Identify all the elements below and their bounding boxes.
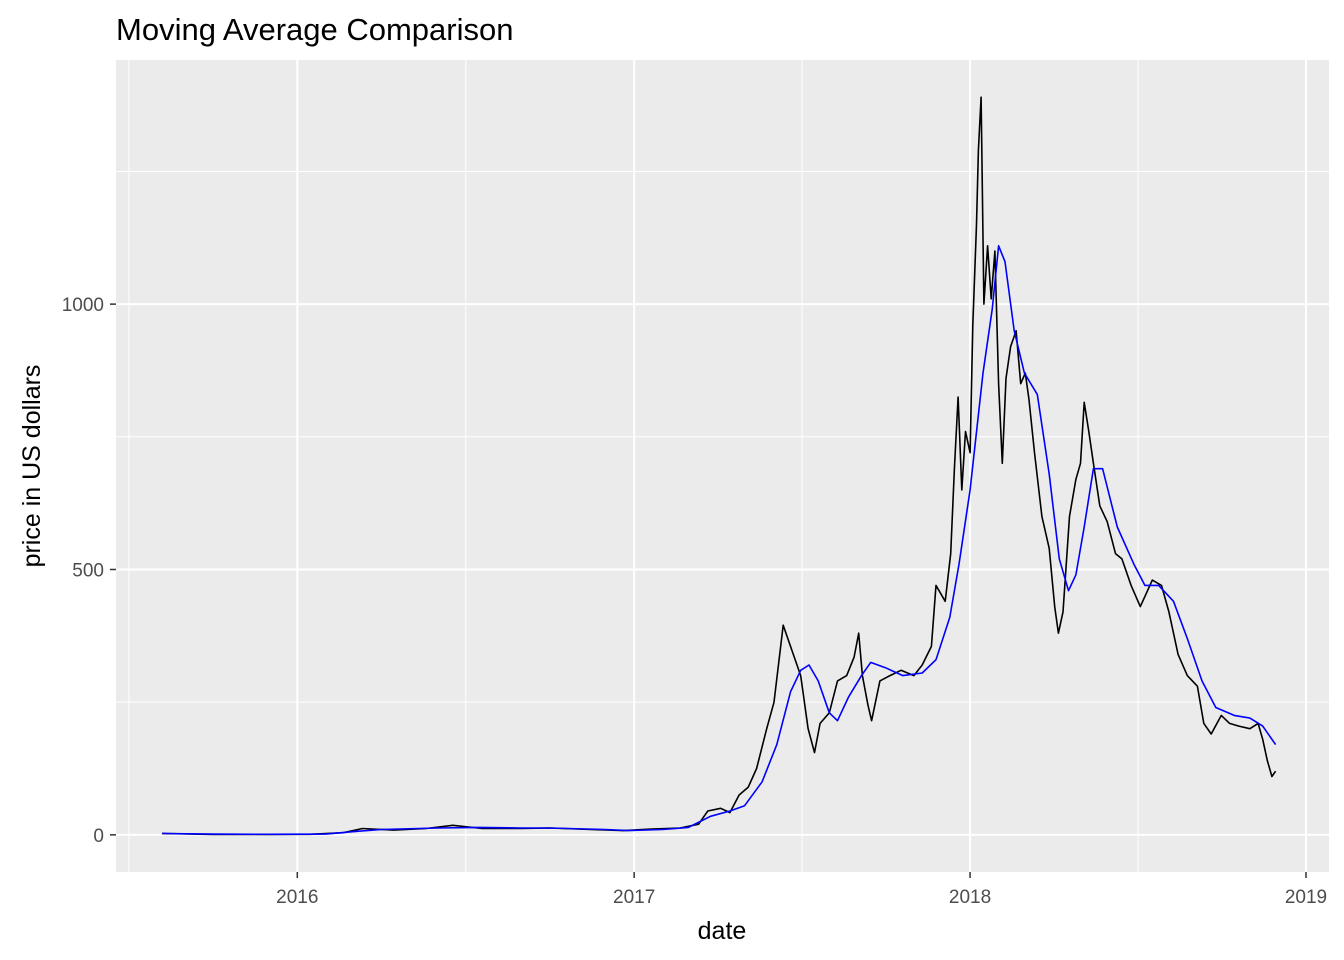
x-tick-label: 2016 [276,887,318,908]
x-tick-label: 2019 [1285,887,1327,908]
x-tick-label: 2018 [949,887,991,908]
minor-gridlines [116,60,1329,872]
chart-title: Moving Average Comparison [116,12,513,47]
plot-panel [116,60,1329,872]
x-axis: 2016 2017 2018 2019 [276,872,1327,908]
y-tick-label: 1000 [62,295,104,316]
x-tick-label: 2017 [613,887,655,908]
y-tick-label: 0 [93,826,104,847]
y-tick-label: 500 [72,560,104,581]
series-layer [161,96,1277,836]
series-line-1 [161,96,1277,836]
y-axis: 0 500 1000 [62,295,116,847]
series-line-2 [161,245,1277,836]
x-axis-title: date [698,917,747,945]
y-axis-title: price in US dollars [18,365,46,568]
major-gridlines [116,60,1329,872]
